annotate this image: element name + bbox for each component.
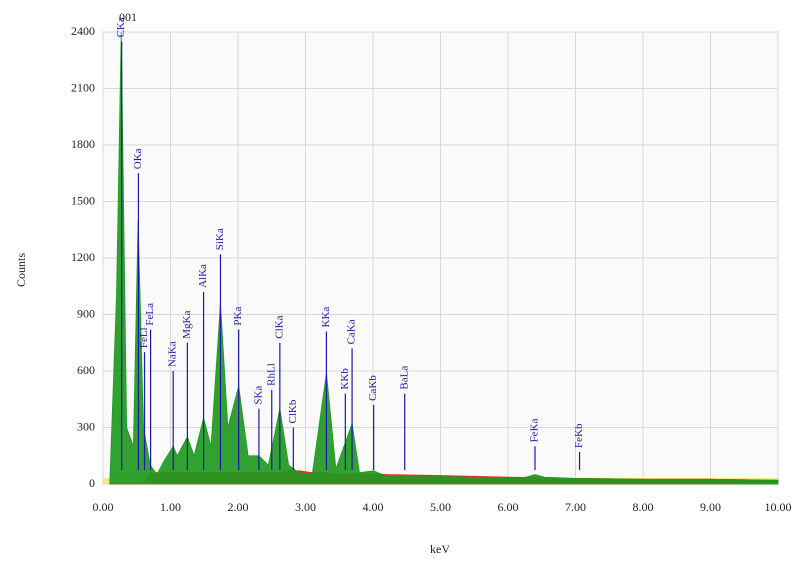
- y-tick-label: 0: [89, 476, 95, 490]
- peak-label: BaLa: [398, 366, 410, 390]
- y-axis-label: Counts: [14, 253, 28, 287]
- peak-label: AlKa: [197, 264, 209, 288]
- x-tick-label: 8.00: [633, 500, 654, 514]
- y-tick-label: 900: [77, 306, 95, 320]
- y-tick-label: 2400: [71, 24, 95, 38]
- x-tick-label: 9.00: [700, 500, 721, 514]
- y-tick-label: 1200: [71, 250, 95, 264]
- x-tick-label: 2.00: [228, 500, 249, 514]
- peak-label: MgKa: [181, 311, 193, 339]
- y-tick-label: 600: [77, 363, 95, 377]
- x-tick-label: 5.00: [430, 500, 451, 514]
- x-tick-label: 4.00: [363, 500, 384, 514]
- peak-label: ClKb: [287, 399, 299, 423]
- peak-label: RhLl: [265, 363, 277, 386]
- y-tick-label: 1800: [71, 137, 95, 151]
- y-tick-label: 300: [77, 419, 95, 433]
- x-tick-label: 0.00: [93, 500, 114, 514]
- peak-label: ClKa: [273, 315, 285, 338]
- peak-label: SKa: [252, 386, 264, 405]
- x-tick-label: 6.00: [498, 500, 519, 514]
- x-tick-label: 10.00: [765, 500, 792, 514]
- peak-label: FeLl: [138, 327, 150, 348]
- peak-label: CaKb: [367, 375, 379, 401]
- x-tick-label: 7.00: [565, 500, 586, 514]
- peak-label: NaKa: [167, 341, 179, 367]
- peak-label: KKb: [339, 368, 351, 390]
- peak-label: SiKa: [214, 228, 226, 250]
- peak-label: KKa: [320, 307, 332, 328]
- peak-label: FeKa: [529, 418, 541, 442]
- x-axis-label: keV: [430, 542, 450, 556]
- y-tick-label: 1500: [71, 193, 95, 207]
- peak-label: CKa: [115, 17, 127, 37]
- peak-label: FeKb: [573, 423, 585, 448]
- peak-label: CaKa: [346, 319, 358, 344]
- x-tick-label: 1.00: [160, 500, 181, 514]
- page: 001 keV Counts 0300600900120015001800210…: [0, 0, 801, 564]
- chart: 001 keV Counts 0300600900120015001800210…: [0, 0, 801, 564]
- peak-label: FeLa: [144, 303, 156, 326]
- y-tick-label: 2100: [71, 80, 95, 94]
- x-tick-label: 3.00: [295, 500, 316, 514]
- peak-label: OKa: [132, 148, 144, 169]
- peak-label: PKa: [232, 307, 244, 326]
